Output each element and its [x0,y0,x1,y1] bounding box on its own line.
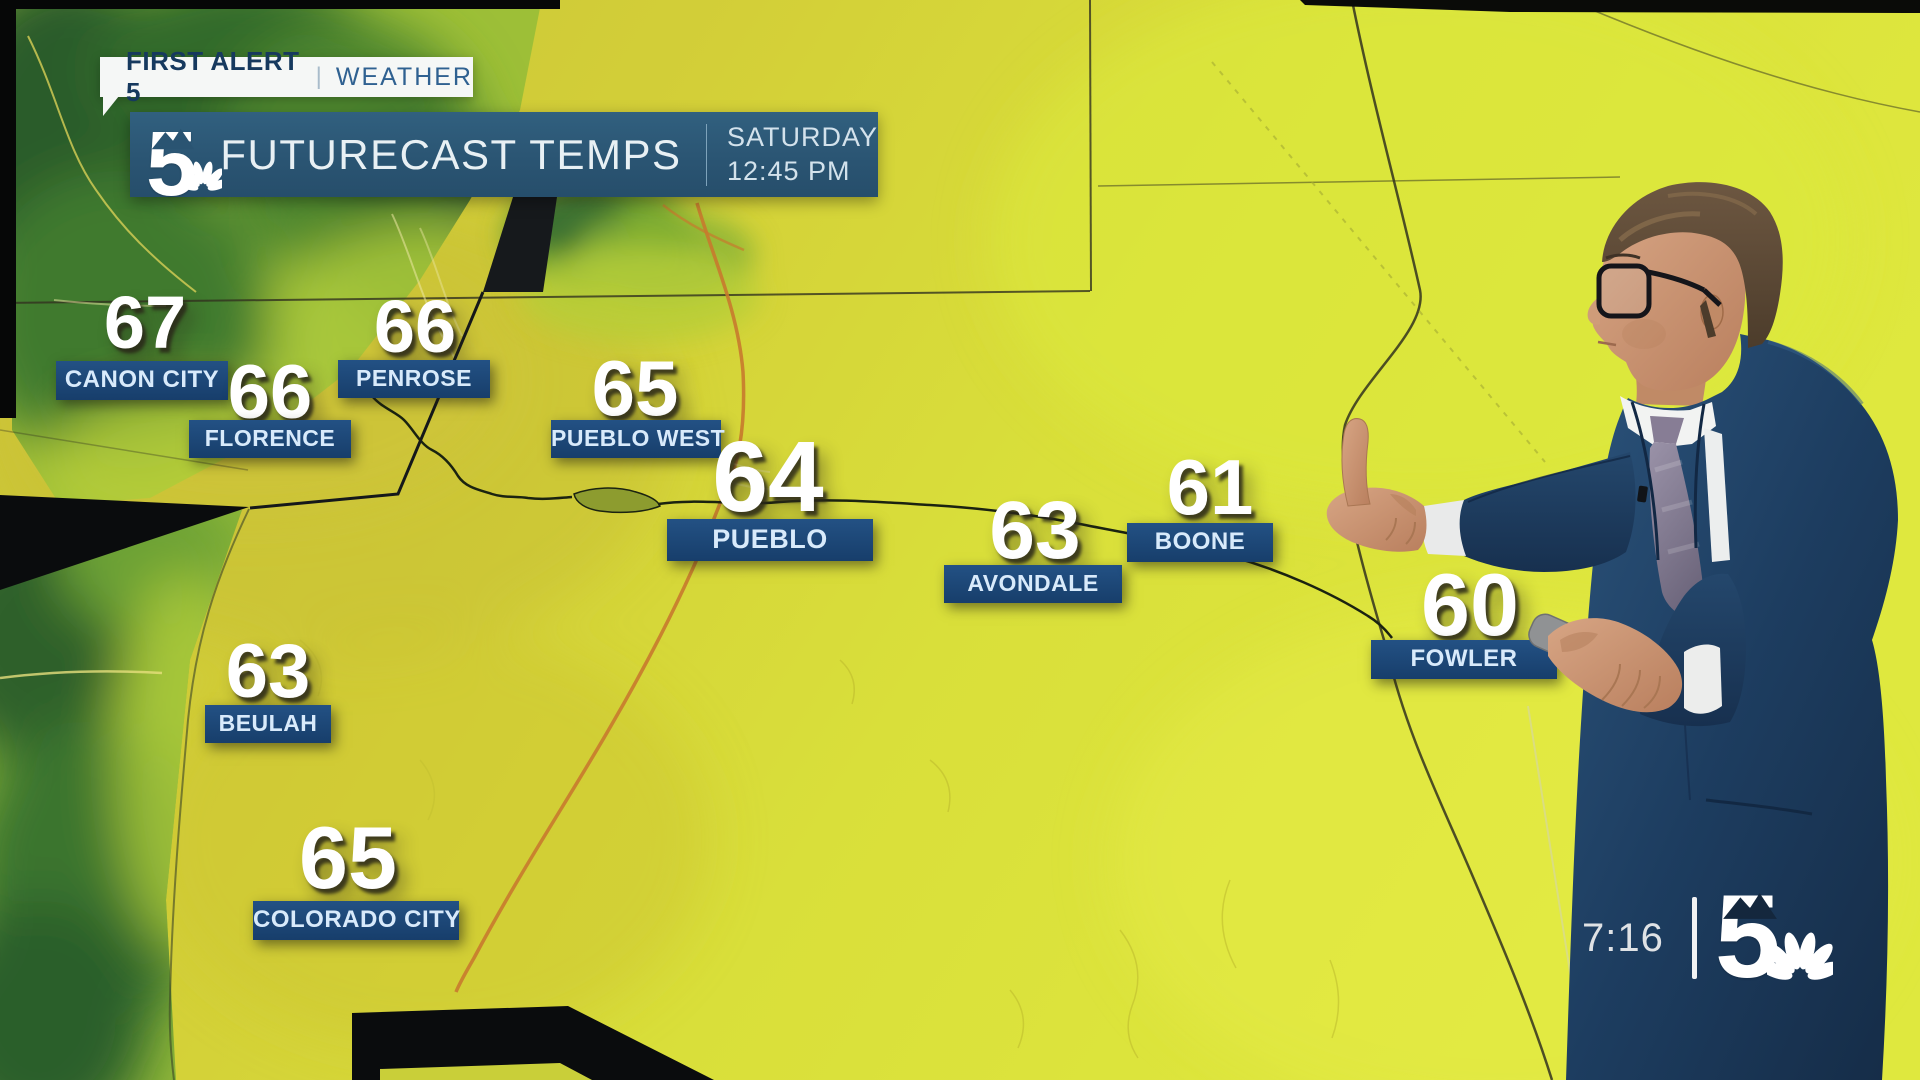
tie-knot [1650,416,1684,444]
banner-time: 12:45 PM [726,155,851,186]
city-label: PUEBLO WEST [551,420,725,458]
shirt [1704,428,1730,562]
ticker: 7:16 5 [1582,878,1865,998]
mountain-icon [151,128,195,150]
index-finger [1341,418,1371,507]
nbc-peacock-icon [1766,932,1833,980]
eyebrow [1605,253,1641,260]
city-label: CANON CITY [56,361,228,400]
temp-value: 63 [989,485,1081,576]
city-label: COLORADO CITY [253,901,460,940]
jacket-lapel [1630,401,1660,561]
weatherman [1326,182,1898,1080]
city-label: AVONDALE [944,565,1122,603]
mountain-icon [1723,893,1777,919]
mouth [1597,340,1617,347]
temp-value: 63 [225,629,311,714]
mountain-road [27,35,197,293]
shirt-cuff-left [1684,644,1722,714]
arkansas-river [371,395,1393,639]
logo-five-text: 5 [146,113,198,215]
channel5-logo-icon: 5 [138,112,222,210]
temp-value: 66 [227,350,313,435]
shirt-cuff [1421,500,1466,556]
pointing-arm-sleeve [1457,452,1636,572]
temp-value: 67 [103,281,187,364]
banner-day: SATURDAY [726,121,878,152]
station-bug: FIRST ALERT 5 | WEATHER [100,46,473,107]
bug-brand: FIRST ALERT 5 [126,46,300,107]
channel5-logo-icon: 5 [1715,878,1865,998]
clock-time: 7:16 [1582,915,1664,960]
bug-divider: | [315,63,322,90]
nbc-peacock-icon [184,161,222,191]
temp-value: 65 [299,808,397,907]
sideburn [1700,300,1716,338]
temp-value: 61 [1166,443,1254,531]
glasses-icon [1596,263,1722,319]
lapel-mic-icon [1637,485,1648,503]
banner-datetime: SATURDAY 12:45 PM [727,121,878,189]
city-label: FLORENCE [189,420,351,458]
city-label: BEULAH [205,705,331,743]
temp-value: 66 [373,285,457,368]
city-label: PUEBLO [667,519,873,561]
banner-title: FUTURECAST TEMPS [220,130,682,178]
pointing-hand [1326,487,1427,552]
banner-divider [705,123,707,186]
foothills-road [0,670,163,680]
pueblo-reservoir [573,487,661,514]
tie [1649,442,1704,620]
city-label: FOWLER [1371,640,1557,679]
bug-section: WEATHER [335,62,473,91]
thumb [1560,632,1598,652]
city-label: PENROSE [338,360,490,398]
temp-value: 60 [1421,555,1519,654]
face [1592,216,1746,391]
terrain-texture [299,639,1340,1059]
city-label: BOONE [1127,523,1273,562]
logo-five-text: 5 [1714,871,1781,1003]
futurecast-banner: 5 FUTURECAST TEMPS SATURDAY 12:45 PM [130,112,878,210]
temp-value: 64 [712,421,824,533]
temp-value: 65 [591,344,679,432]
ticker-divider [1691,897,1697,979]
bug-tail [103,96,119,116]
jacket-pocket [1705,798,1813,816]
highway-i25 [454,202,746,993]
